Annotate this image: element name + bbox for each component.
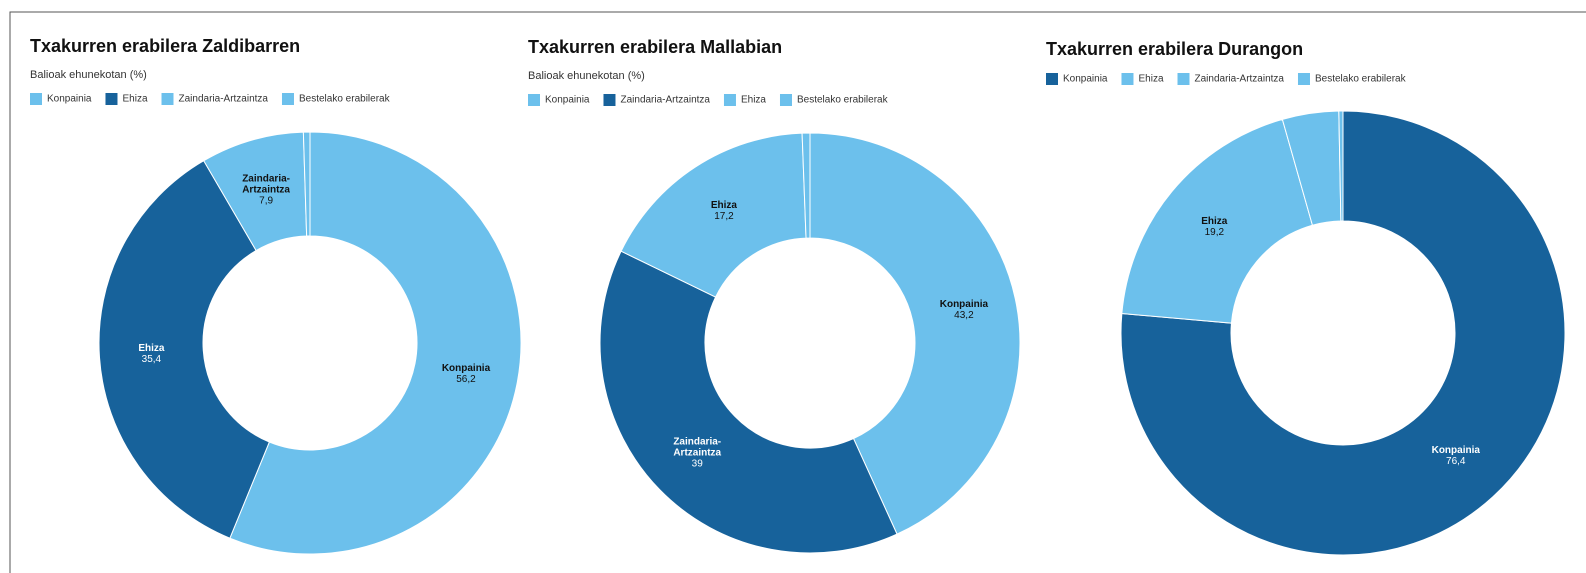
chart-subtitle: Balioak ehunekotan (%) [30,69,147,81]
donut-slice [1338,110,1344,222]
legend-swatch [779,94,792,106]
slice-label: Ehiza 35,4 [138,343,164,365]
legend-label: Ehiza [741,95,766,106]
slice-label: Ehiza 19,2 [1201,216,1227,238]
legend-swatch [1046,73,1058,85]
donut-slice [809,132,1021,535]
legend-label: Ehiza [122,94,147,105]
legend-swatch [281,93,294,105]
legend-label: Konpainia [47,94,92,105]
frame [9,11,1586,573]
chart-subtitle: Balioak ehunekotan (%) [528,70,645,82]
slice-name: Zaindaria-Artzaintza [242,173,290,196]
slice-value: 39 [691,458,703,470]
donut-slice [1120,110,1566,556]
legend-swatch [723,94,736,106]
slice-label: Konpainia 76,4 [1432,445,1480,467]
legend-swatch [528,94,540,106]
slice-label: Ehiza 17,2 [711,200,737,222]
legend-swatch [603,94,616,106]
legend-label: Zaindaria-Artzaintza [1195,74,1285,85]
slice-value: 56,2 [456,373,476,385]
legend-swatch [1297,73,1310,85]
slice-value: 7,9 [259,195,274,207]
legend-swatch [1177,73,1190,85]
legend-swatch [1121,73,1134,85]
legend-label: Konpainia [1063,74,1108,85]
slice-name: Zaindaria-Artzaintza [673,436,722,459]
donut-slice [229,131,522,555]
chart-title: Txakurren erabilera Zaldibarren [30,36,300,56]
donut-slice [620,132,807,298]
legend-swatch [161,93,174,105]
slice-value: 19,2 [1204,226,1225,238]
slice-label: Konpainia 43,2 [940,299,988,321]
legend-label: Bestelako erabilerak [299,94,391,105]
slice-label: Zaindaria-Artzaintza 39 [666,436,728,469]
legend-swatch [30,93,42,105]
legend-label: Konpainia [545,95,590,106]
slice-name: Ehiza [710,200,737,212]
slice-name: Ehiza [1201,215,1228,227]
slice-label: Konpainia 56,2 [442,363,490,385]
chart-title: Txakurren erabilera Mallabian [528,37,782,57]
legend-label: Ehiza [1138,74,1163,85]
slice-value: 76,4 [1446,456,1466,468]
legend-swatch [105,93,118,105]
slice-name: Konpainia [441,362,491,374]
slice-value: 35,4 [141,353,162,365]
legend-label: Zaindaria-Artzaintza [179,94,269,105]
legend-label: Zaindaria-Artzaintza [620,95,710,106]
slice-label: Zaindaria-Artzaintza 7,9 [235,174,297,207]
legend-label: Bestelako erabilerak [797,95,889,106]
slice-value: 17,2 [714,211,734,223]
slice-name: Ehiza [138,342,165,354]
donut-slice [599,250,898,554]
donut-slice [801,132,811,239]
donut-slice [302,131,311,237]
slice-value: 43,2 [954,309,974,321]
slice-name: Konpainia [1431,445,1480,457]
donut-slice [1121,118,1314,324]
legend-label: Bestelako erabilerak [1315,74,1407,85]
donut-slice [98,160,271,539]
slice-name: Konpainia [939,298,989,310]
chart-title: Txakurren erabilera Durangon [1046,39,1303,59]
